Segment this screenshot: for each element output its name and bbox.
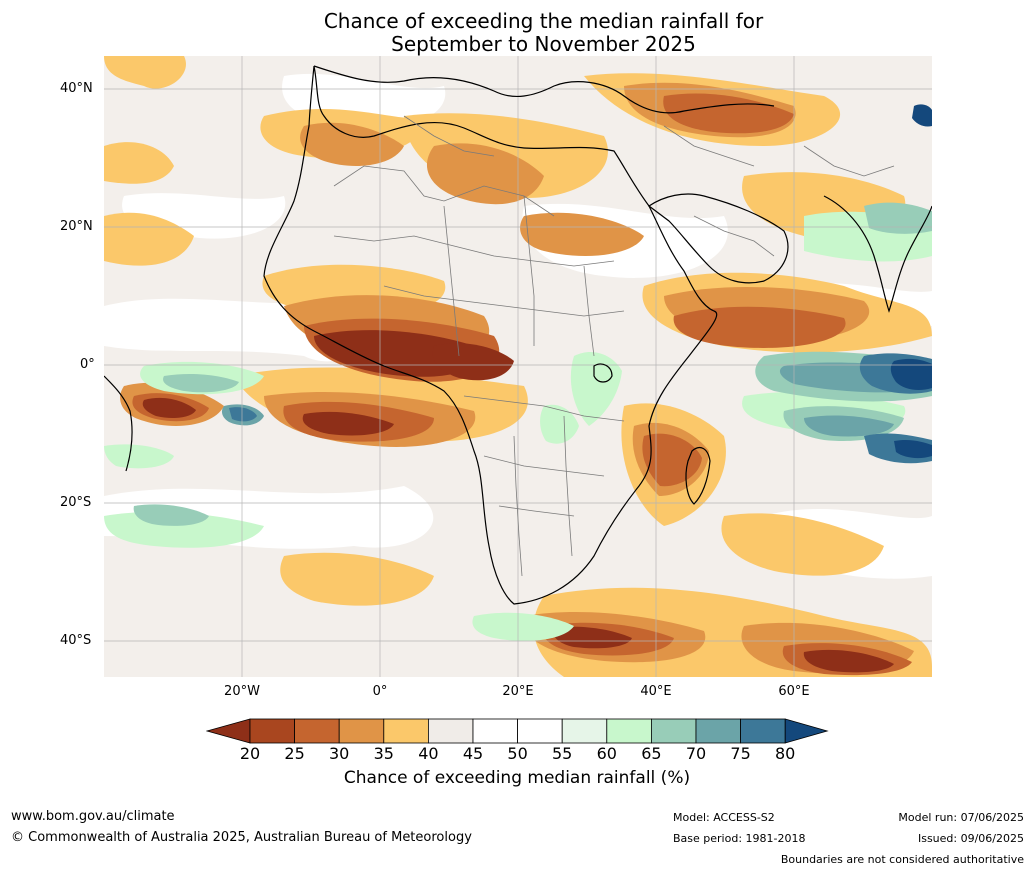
colorbar-cell (383, 718, 429, 744)
lon-label-40e: 40°E (640, 684, 672, 699)
colorbar-cell (338, 718, 385, 744)
colorbar-extend-low (206, 718, 251, 744)
colorbar-tick-label: 45 (462, 744, 484, 763)
colorbar-tick-label: 30 (329, 744, 350, 763)
lon-label-0: 0° (372, 684, 388, 699)
colorbar-tick-label: 65 (641, 744, 662, 763)
colorbar-cell (294, 718, 340, 744)
colorbar-tick-label: 20 (239, 744, 261, 763)
colorbar-cell (472, 718, 518, 744)
lat-label-20n: 20°N (60, 219, 93, 234)
rainfall-outlook-map (104, 56, 932, 677)
footer-copyright: © Commonwealth of Australia 2025, Austra… (11, 830, 472, 845)
colorbar-tick-label: 75 (730, 744, 751, 763)
graticule (104, 56, 932, 677)
colorbar-cell (561, 718, 608, 744)
lon-label-20e: 20°E (502, 684, 534, 699)
colorbar-tick-label: 25 (284, 744, 305, 763)
colorbar-label: Chance of exceeding median rainfall (%) (343, 768, 691, 788)
footer-disclaimer: Boundaries are not considered authoritat… (780, 853, 1024, 866)
colorbar-cell (740, 718, 786, 744)
lat-label-20s: 20°S (60, 495, 92, 510)
lon-label-20w: 20°W (224, 684, 260, 699)
map-canvas (104, 56, 932, 677)
footer-model: Model: ACCESS-S2 (673, 811, 775, 824)
footer-model-run: Model run: 07/06/2025 (898, 811, 1024, 824)
lat-label-40s: 40°S (60, 633, 92, 648)
footer-base-period: Base period: 1981-2018 (673, 832, 806, 845)
title-line-1: Chance of exceeding the median rainfall … (323, 9, 764, 33)
map-title: Chance of exceeding the median rainfall … (0, 10, 1035, 56)
lat-label-40n: 40°N (60, 81, 93, 96)
colorbar-cell (650, 718, 697, 744)
colorbar-cell (695, 718, 741, 744)
colorbar-cell (427, 718, 474, 744)
colorbar (206, 718, 829, 744)
coastlines (104, 65, 932, 605)
colorbar-tick-label: 55 (552, 744, 573, 763)
title-line-2: September to November 2025 (391, 32, 696, 56)
country-borders (333, 115, 895, 577)
colorbar-cells (206, 718, 829, 744)
colorbar-tick-label: 40 (418, 744, 439, 763)
colorbar-cell (517, 718, 563, 744)
colorbar-tick-label: 50 (507, 744, 528, 763)
colorbar-extend-high (784, 718, 829, 744)
lat-label-equator: 0° (80, 357, 95, 372)
colorbar-tick-label: 70 (685, 744, 707, 763)
colorbar-tick-label: 60 (596, 744, 617, 763)
colorbar-cell (249, 718, 295, 744)
footer-issued: Issued: 09/06/2025 (917, 832, 1024, 845)
colorbar-tick-label: 35 (373, 744, 394, 763)
footer-url[interactable]: www.bom.gov.au/climate (11, 809, 175, 824)
colorbar-tick-label: 80 (775, 744, 796, 763)
lon-label-60e: 60°E (778, 684, 810, 699)
colorbar-cell (606, 718, 652, 744)
